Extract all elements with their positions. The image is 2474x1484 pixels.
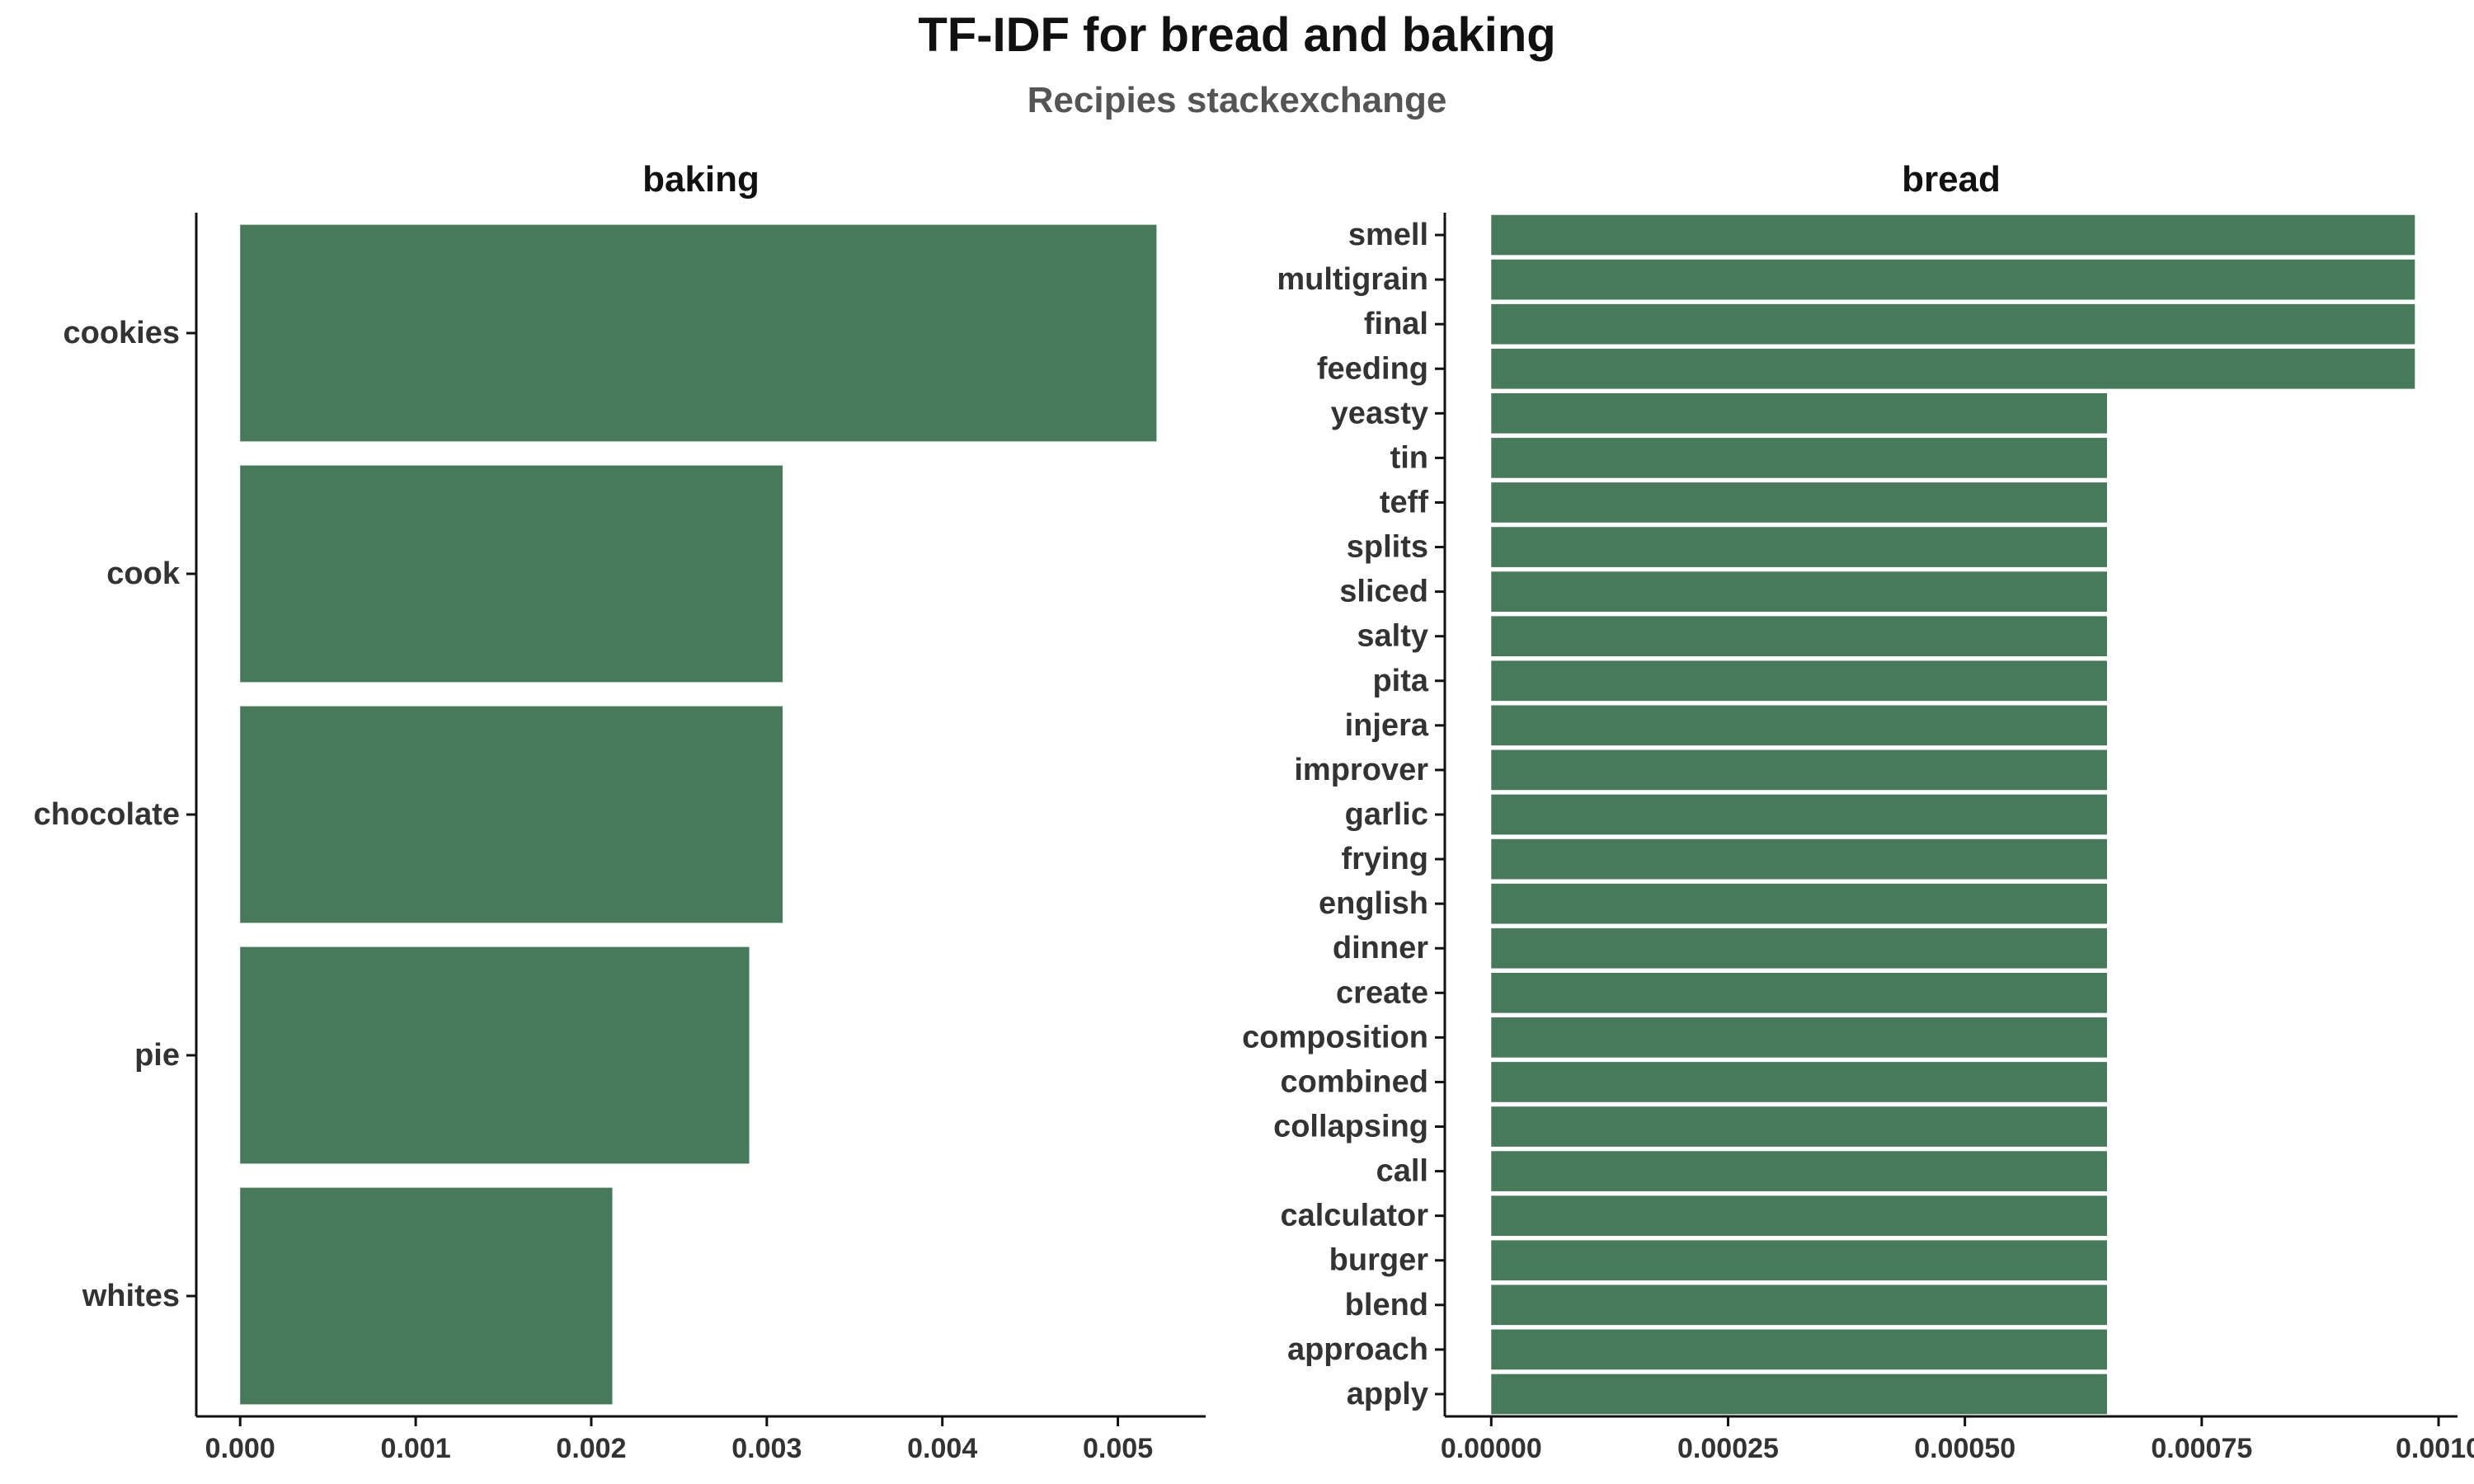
chart-subtitle: Recipies stackexchange <box>1028 80 1447 120</box>
facet-title-bread: bread <box>1902 159 2001 200</box>
category-label-bread-frying: frying <box>1341 842 1428 876</box>
category-label-bread-blend: blend <box>1345 1288 1428 1322</box>
category-label-bread-injera: injera <box>1345 708 1429 743</box>
category-label-bread-composition: composition <box>1242 1020 1428 1054</box>
category-label-bread-improver: improver <box>1294 753 1428 787</box>
bar-bread-splits <box>1491 527 2107 567</box>
category-label-bread-pita: pita <box>1372 664 1428 698</box>
category-label-bread-splits: splits <box>1347 530 1428 565</box>
category-label-baking-whites: whites <box>82 1279 180 1313</box>
bar-bread-final <box>1491 303 2415 345</box>
bar-bread-improver <box>1491 749 2107 791</box>
category-label-bread-sliced: sliced <box>1339 575 1428 609</box>
bar-bread-feeding <box>1491 348 2415 389</box>
category-label-baking-chocolate: chocolate <box>34 797 180 832</box>
facet-panel-bread: bread smell multigrain final feeding yeasty ti… <box>1242 159 2474 1464</box>
category-label-bread-feeding: feeding <box>1317 351 1428 386</box>
bar-bread-combined <box>1491 1062 2107 1102</box>
xtick-label-bread-4: 0.0010 <box>2396 1433 2474 1464</box>
xtick-label-bread-0: 0.00000 <box>1441 1433 1542 1464</box>
xtick-label-bread-1: 0.00025 <box>1677 1433 1779 1464</box>
bar-bread-salty <box>1491 616 2107 657</box>
chart-title: TF-IDF for bread and baking <box>918 8 1555 62</box>
category-label-bread-tin: tin <box>1390 440 1428 475</box>
bar-bread-sliced <box>1491 571 2107 612</box>
bar-bread-garlic <box>1491 794 2107 835</box>
bar-bread-apply <box>1491 1374 2107 1415</box>
bar-baking-chocolate <box>240 706 783 923</box>
bar-bread-dinner <box>1491 928 2107 969</box>
bar-bread-english <box>1491 883 2107 924</box>
category-label-bread-burger: burger <box>1329 1243 1429 1278</box>
bar-bread-composition <box>1491 1017 2107 1058</box>
bar-bread-tin <box>1491 438 2107 478</box>
bar-bread-calculator <box>1491 1195 2107 1236</box>
bar-bread-approach <box>1491 1329 2107 1370</box>
category-label-bread-create: create <box>1336 975 1428 1010</box>
bar-bread-teff <box>1491 482 2107 523</box>
bar-baking-cook <box>240 465 783 683</box>
xtick-label-bread-3: 0.00075 <box>2151 1433 2252 1464</box>
category-label-bread-garlic: garlic <box>1345 797 1428 832</box>
xtick-label-baking-5: 0.005 <box>1083 1433 1153 1464</box>
category-label-bread-teff: teff <box>1380 485 1428 519</box>
xtick-label-baking-4: 0.004 <box>907 1433 977 1464</box>
bar-bread-yeasty <box>1491 393 2107 434</box>
bar-bread-burger <box>1491 1240 2107 1281</box>
category-label-bread-yeasty: yeasty <box>1331 396 1428 430</box>
category-label-baking-pie: pie <box>134 1038 180 1073</box>
category-label-bread-collapsing: collapsing <box>1273 1110 1428 1144</box>
xtick-label-baking-0: 0.000 <box>205 1433 275 1464</box>
bar-baking-pie <box>240 946 750 1164</box>
bar-bread-blend <box>1491 1284 2107 1326</box>
facet-panel-baking: baking cookies cook chocolate pie whites 0.000… <box>34 159 1206 1464</box>
facet-title-baking: baking <box>642 159 760 200</box>
category-label-bread-multigrain: multigrain <box>1277 262 1428 297</box>
bar-bread-pita <box>1491 660 2107 702</box>
bar-bread-smell <box>1491 214 2415 256</box>
category-label-bread-english: english <box>1319 886 1428 921</box>
bar-bread-create <box>1491 972 2107 1013</box>
bar-baking-whites <box>240 1187 613 1405</box>
category-label-bread-call: call <box>1376 1154 1428 1189</box>
category-label-bread-final: final <box>1364 307 1428 341</box>
xtick-label-baking-3: 0.003 <box>731 1433 802 1464</box>
category-label-bread-apply: apply <box>1347 1377 1428 1411</box>
xtick-label-baking-1: 0.001 <box>381 1433 451 1464</box>
bar-bread-collapsing <box>1491 1106 2107 1147</box>
category-label-baking-cook: cook <box>106 556 181 591</box>
bar-baking-cookies <box>240 224 1157 442</box>
category-label-baking-cookies: cookies <box>63 316 180 350</box>
category-label-bread-smell: smell <box>1348 218 1428 252</box>
facet-panels: baking cookies cook chocolate pie whites 0.000… <box>34 159 2474 1464</box>
category-label-bread-dinner: dinner <box>1333 931 1428 965</box>
category-label-bread-approach: approach <box>1287 1332 1428 1367</box>
category-label-bread-calculator: calculator <box>1280 1199 1428 1233</box>
bar-bread-injera <box>1491 705 2107 746</box>
xtick-label-bread-2: 0.00050 <box>1914 1433 2015 1464</box>
category-label-bread-salty: salty <box>1357 619 1428 654</box>
category-label-bread-combined: combined <box>1281 1064 1428 1099</box>
bar-bread-frying <box>1491 838 2107 880</box>
bar-bread-multigrain <box>1491 259 2415 300</box>
bar-bread-call <box>1491 1151 2107 1191</box>
xtick-label-baking-2: 0.002 <box>556 1433 626 1464</box>
